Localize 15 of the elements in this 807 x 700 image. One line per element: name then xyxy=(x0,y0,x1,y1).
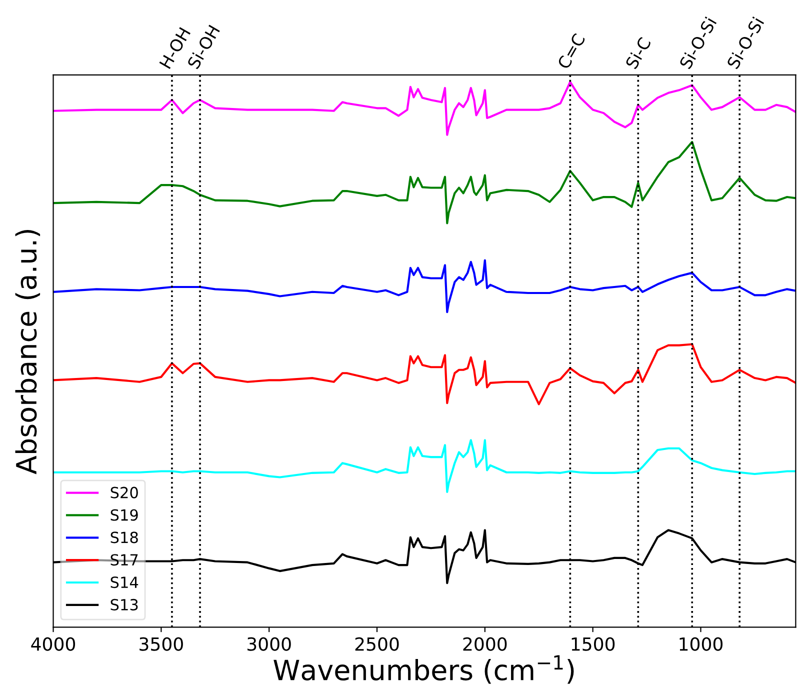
x-axis-title: Wavenumbers (cm$^{−1}$) xyxy=(274,655,574,684)
legend-label: S18 xyxy=(110,532,138,544)
x-tick-label: 3000 xyxy=(247,637,291,651)
x-tick-label: 1000 xyxy=(680,637,723,651)
x-tick-label: 2500 xyxy=(355,637,399,651)
x-tick-label: 4000 xyxy=(31,637,76,651)
legend-label: S19 xyxy=(110,509,138,521)
legend-label: S20 xyxy=(110,486,138,498)
legend-label: S17 xyxy=(110,554,138,566)
legend-label: S13 xyxy=(110,598,138,610)
x-tick-label: 3500 xyxy=(140,637,183,651)
x-tick-label: 2000 xyxy=(463,637,507,651)
legend-label: S14 xyxy=(110,576,138,588)
y-axis-title: Absorbance (a.u.) xyxy=(15,230,40,474)
x-tick-label: 1500 xyxy=(572,637,615,651)
